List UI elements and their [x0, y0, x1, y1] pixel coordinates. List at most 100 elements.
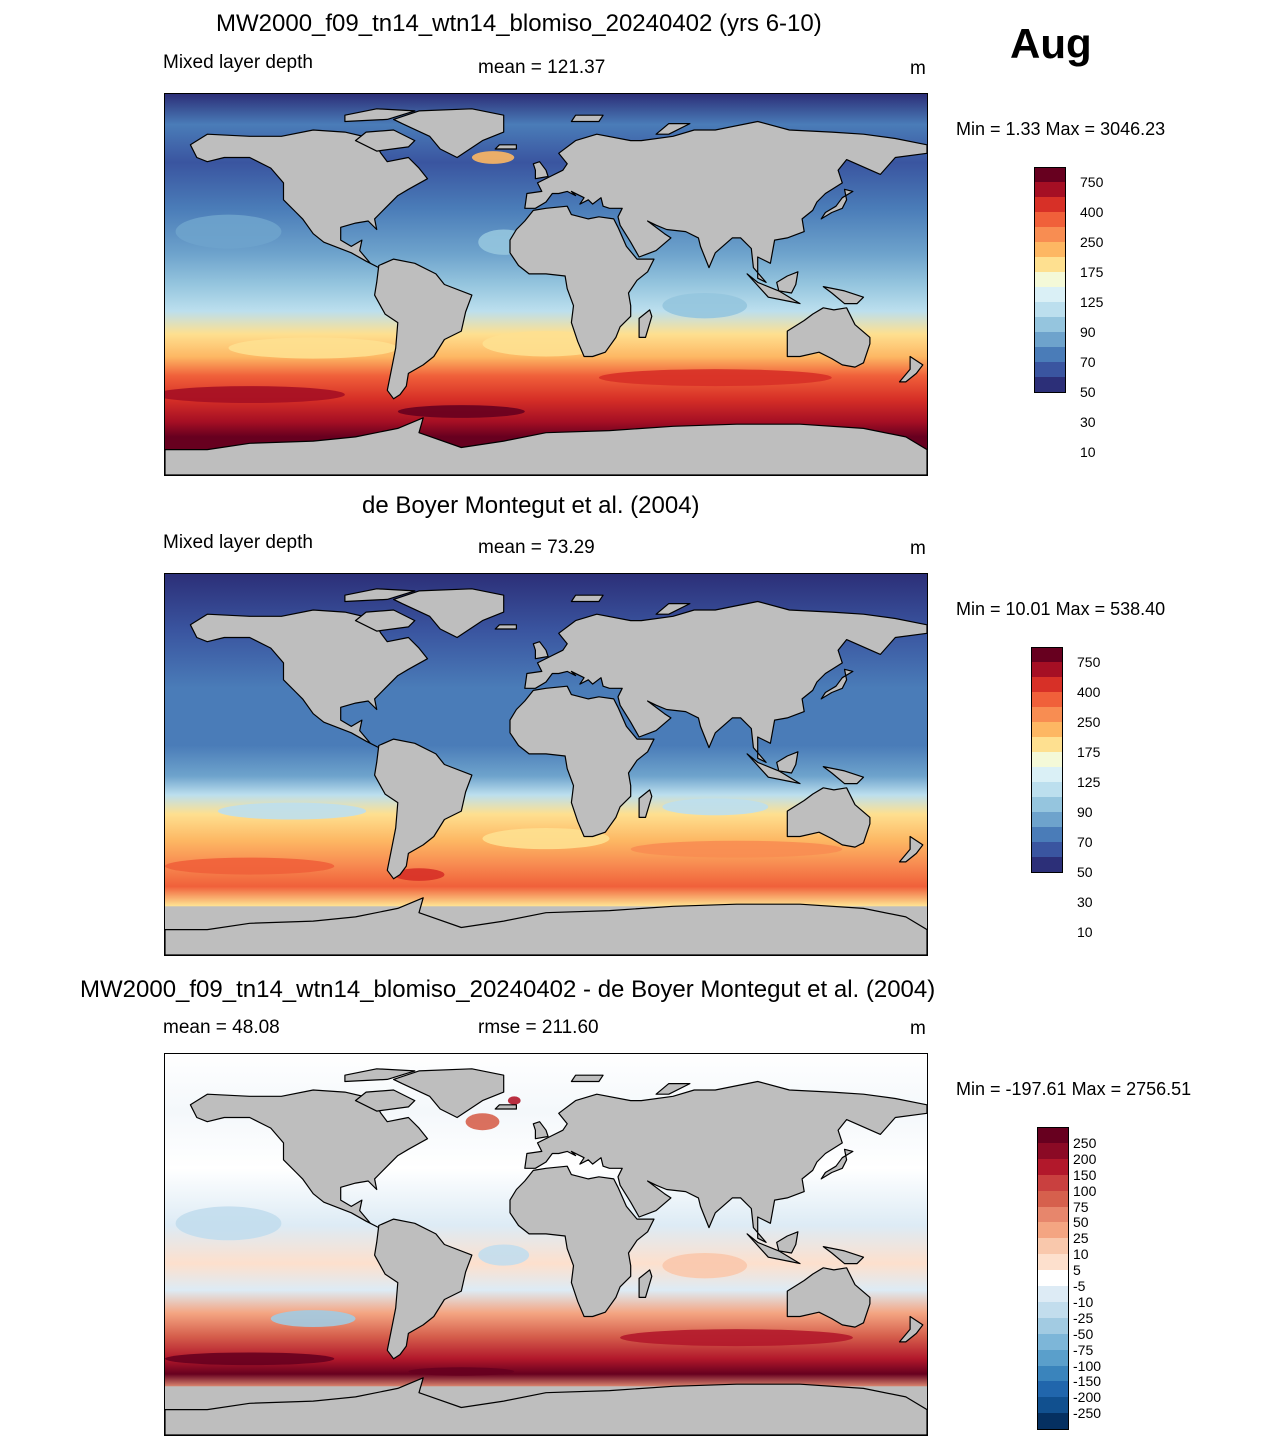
land-newguinea: [822, 286, 865, 305]
ocean-anomaly-patch: [270, 1310, 356, 1328]
colorbar-label: 150: [1073, 1166, 1097, 1183]
panel-2-map: [164, 573, 928, 956]
land-indonesia: [746, 753, 801, 785]
land-australia: [786, 307, 871, 368]
land-indonesia: [746, 273, 801, 305]
colorbar-label: 10: [1073, 1246, 1089, 1263]
land-svalbard: [570, 594, 604, 603]
land-baffin: [354, 1089, 416, 1112]
colorbar-label: 175: [1077, 744, 1101, 760]
colorbar-swatch: [1037, 1413, 1069, 1430]
colorbar-label: 70: [1077, 834, 1093, 850]
colorbar-label: 200: [1073, 1150, 1097, 1167]
colorbar-swatch: [1037, 1286, 1069, 1303]
ocean-anomaly-patch: [217, 802, 367, 820]
colorbar-swatch: [1037, 1270, 1069, 1287]
land-indonesia: [746, 1233, 801, 1265]
panel-1-mean-label: mean = 121.37: [478, 57, 606, 78]
colorbar-label: -75: [1073, 1341, 1094, 1358]
land-borneo: [776, 751, 799, 774]
ocean-anomaly-patch: [620, 1329, 853, 1347]
colorbar-label: 400: [1077, 684, 1101, 700]
colorbar-swatch: [1034, 377, 1066, 393]
land-madagascar: [638, 789, 653, 818]
ocean-anomaly-patch: [662, 292, 748, 319]
colorbar-swatch: [1031, 767, 1063, 783]
colorbar-label: 250: [1077, 714, 1101, 730]
ocean-anomaly-patch: [482, 828, 610, 850]
ocean-anomaly-patch: [408, 1367, 515, 1376]
land-svalbard: [570, 1074, 604, 1083]
colorbar-label: 175: [1080, 264, 1104, 280]
land-madagascar: [638, 309, 653, 338]
colorbar-swatch: [1037, 1206, 1069, 1223]
panel-3-minmax: Min = -197.61 Max = 2756.51: [956, 1079, 1192, 1099]
colorbar-label: -150: [1073, 1373, 1102, 1390]
colorbar-swatch: [1034, 272, 1066, 288]
panel-1-variable-label: Mixed layer depth: [163, 52, 313, 73]
ocean-anomaly-patch: [228, 337, 398, 359]
panel-1-title: MW2000_f09_tn14_wtn14_blomiso_20240402 (…: [216, 10, 822, 37]
colorbar-swatch: [1031, 797, 1063, 813]
land-greenland: [393, 1068, 505, 1119]
land-africa: [509, 205, 655, 358]
colorbar-swatch: [1037, 1142, 1069, 1160]
ocean-anomaly-patch: [471, 151, 515, 164]
ocean-anomaly-patch: [165, 1352, 335, 1366]
colorbar-swatch: [1037, 1333, 1069, 1351]
panel-2-minmax: Min = 10.01 Max = 538.40: [956, 599, 1166, 619]
land-nz: [898, 355, 924, 383]
land-uk: [532, 161, 549, 180]
colorbar-label: 100: [1073, 1182, 1097, 1199]
colorbar-swatch: [1037, 1127, 1069, 1144]
panel-2-variable-label: Mixed layer depth: [163, 532, 313, 553]
land-newguinea: [822, 1246, 865, 1265]
land-borneo: [776, 1231, 799, 1254]
colorbar-label: -100: [1073, 1357, 1102, 1374]
colorbar-swatch: [1034, 332, 1066, 348]
colorbar-swatch: [1034, 257, 1066, 273]
land-iceland: [494, 144, 517, 150]
colorbar-label: 90: [1080, 324, 1096, 340]
land-antarctica: [165, 897, 927, 955]
colorbar-label: -10: [1073, 1293, 1094, 1310]
land-iceland: [494, 1104, 517, 1110]
land-ellesmere: [344, 1068, 416, 1083]
ocean-anomaly-patch: [465, 1113, 500, 1131]
ocean-anomaly-patch: [662, 1252, 748, 1279]
colorbar-swatch: [1031, 737, 1063, 753]
colorbar-swatch: [1034, 287, 1066, 303]
colorbar-swatch: [1034, 242, 1066, 258]
colorbar-label: 5: [1073, 1262, 1081, 1279]
panel-3-colorbar: 250 200 150 100 75 50 25 10 5 -5 -10 -25 -50 -75 -100-…: [1037, 1127, 1157, 1430]
colorbar-swatch: [1031, 677, 1063, 693]
panel-2-colorbar: 750 400 250 175 125 90 70 50 30 10: [1031, 647, 1151, 940]
colorbar-swatch: [1031, 752, 1063, 768]
ocean-anomaly-patch: [165, 386, 345, 404]
month-label: Aug: [1010, 20, 1092, 67]
colorbar-label: 125: [1077, 774, 1101, 790]
ocean-anomaly-patch: [393, 868, 445, 881]
ocean-anomaly-patch: [175, 1206, 282, 1241]
colorbar-swatch: [1031, 662, 1063, 678]
land-newguinea: [822, 766, 865, 785]
colorbar-swatch: [1034, 362, 1066, 378]
ocean-anomaly-patch: [175, 214, 282, 249]
ocean-anomaly-patch: [662, 798, 769, 816]
colorbar-swatch: [1037, 1238, 1069, 1255]
land-novaya: [655, 123, 691, 135]
colorbar-swatch: [1031, 707, 1063, 723]
panel-2-title: de Boyer Montegut et al. (2004): [362, 492, 700, 519]
land-iceland: [494, 624, 517, 630]
panel-2-mean-label: mean = 73.29: [478, 537, 595, 558]
colorbar-label: 50: [1080, 384, 1096, 400]
colorbar-swatch: [1031, 782, 1063, 798]
colorbar-swatch: [1031, 857, 1063, 873]
colorbar-swatch: [1031, 722, 1063, 738]
land-nz: [898, 835, 924, 863]
colorbar-swatch: [1031, 842, 1063, 858]
colorbar-label: 10: [1077, 924, 1093, 940]
colorbar-label: 90: [1077, 804, 1093, 820]
land-samerica: [374, 258, 473, 400]
ocean-anomaly-patch: [478, 1244, 530, 1266]
